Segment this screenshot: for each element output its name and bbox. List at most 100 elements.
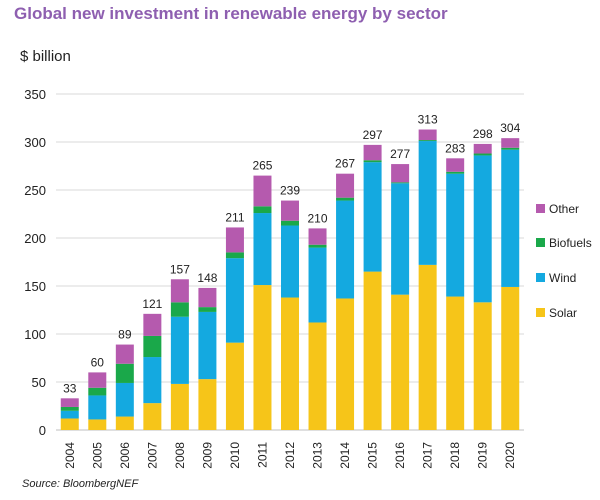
bar-segment-other [391,164,410,183]
x-tick-label: 2006 [118,442,132,469]
bar-segment-biofuels [143,335,162,358]
bar-segment-other [281,200,299,221]
x-tick-label: 2012 [283,442,297,469]
bar-segment-wind [115,382,134,417]
bar-segment-wind [336,200,355,299]
bar-segment-wind [473,155,492,303]
bar-segment-wind [143,357,162,404]
legend-swatch-other [536,204,545,213]
y-tick-label: 50 [32,375,46,390]
total-data-label: 304 [500,121,520,135]
bar-segment-biofuels [198,307,217,312]
bar-segment-wind [198,311,217,380]
total-data-label: 60 [91,355,105,369]
bar-segment-solar [198,379,217,430]
x-tick-label: 2019 [476,442,490,469]
total-data-label: 297 [363,128,383,142]
x-tick-label: 2020 [503,442,517,469]
y-axis-label: $ billion [20,48,71,65]
bar-segment-other [363,144,382,161]
bar-segment-wind [225,258,244,343]
bar-segment-biofuels [115,363,134,383]
legend-label-solar: Solar [549,306,577,320]
bar-segment-other [225,227,244,253]
chart-title: Global new investment in renewable energ… [14,4,448,23]
x-tick-label: 2008 [173,442,187,469]
bar-segment-biofuels [281,220,299,226]
bar-segment-wind [253,213,272,286]
y-tick-label: 300 [24,135,46,150]
bar-segment-biofuels [88,387,107,396]
bar-segment-solar [88,419,107,430]
bar-segment-solar [501,286,520,430]
x-tick-label: 2007 [145,442,159,469]
bar-segment-solar [60,418,79,430]
total-data-label: 313 [418,113,438,127]
legend-swatch-biofuels [536,238,545,247]
bar-segment-wind [88,395,107,420]
bar-segment-biofuels [391,182,410,184]
bar-segment-wind [170,316,189,384]
legend-label-wind: Wind [549,271,576,285]
bar-segment-other [88,372,107,388]
bar-segment-biofuels [60,406,79,411]
total-data-label: 298 [473,127,493,141]
bar-segment-other [198,287,217,308]
bar-segment-other [170,279,189,303]
bar-segment-solar [446,296,465,430]
x-tick-label: 2004 [63,442,77,469]
total-data-label: 277 [390,147,410,161]
bar-segment-biofuels [253,206,272,214]
bar-segment-solar [115,416,134,430]
legend-label-other: Other [549,202,579,216]
bar-segment-wind [281,225,299,298]
bar-segment-other [308,228,327,245]
bar-segment-biofuels [473,153,492,156]
bar-segment-other [143,313,162,336]
x-tick-label: 2016 [393,442,407,469]
bar-segment-biofuels [308,244,327,248]
bar-segment-biofuels [363,160,382,163]
bar-segment-solar [281,297,299,430]
x-tick-label: 2017 [421,442,435,469]
bar-segment-solar [418,264,437,430]
x-tick-label: 2005 [90,442,104,469]
bar-segment-wind [308,247,327,323]
y-tick-label: 350 [24,87,46,102]
x-tick-label: 2010 [228,442,242,469]
total-data-label: 157 [170,262,190,276]
total-data-label: 283 [445,141,465,155]
bar-segment-other [501,138,520,148]
bar-segment-solar [391,294,410,430]
bar-segment-wind [501,149,520,287]
bar-segment-other [446,158,465,172]
x-tick-label: 2009 [200,442,214,469]
bar-segment-other [115,344,134,364]
y-tick-label: 200 [24,231,46,246]
bar-segment-biofuels [418,140,437,142]
bar-segment-solar [308,322,327,430]
legend-label-biofuels: Biofuels [549,236,592,250]
total-data-label: 239 [280,184,300,198]
bar-segment-biofuels [501,147,520,150]
bar-segment-solar [336,298,355,430]
bar-segment-wind [446,173,465,297]
bar-segment-other [473,143,492,154]
bar-segment-solar [225,342,244,430]
y-tick-label: 150 [24,279,46,294]
bar-segment-wind [60,410,79,419]
total-data-label: 33 [63,381,77,395]
x-tick-label: 2013 [311,442,325,469]
bar-segment-wind [418,141,437,265]
bar-segment-biofuels [446,171,465,174]
bar-segment-other [60,398,79,407]
total-data-label: 210 [308,211,328,225]
x-tick-label: 2015 [366,442,380,469]
total-data-label: 148 [197,271,217,285]
legend-swatch-solar [536,308,545,317]
y-tick-label: 100 [24,327,46,342]
y-tick-label: 0 [39,423,46,438]
bar-segment-biofuels [170,302,189,317]
source-note: Source: BloombergNEF [22,478,139,490]
